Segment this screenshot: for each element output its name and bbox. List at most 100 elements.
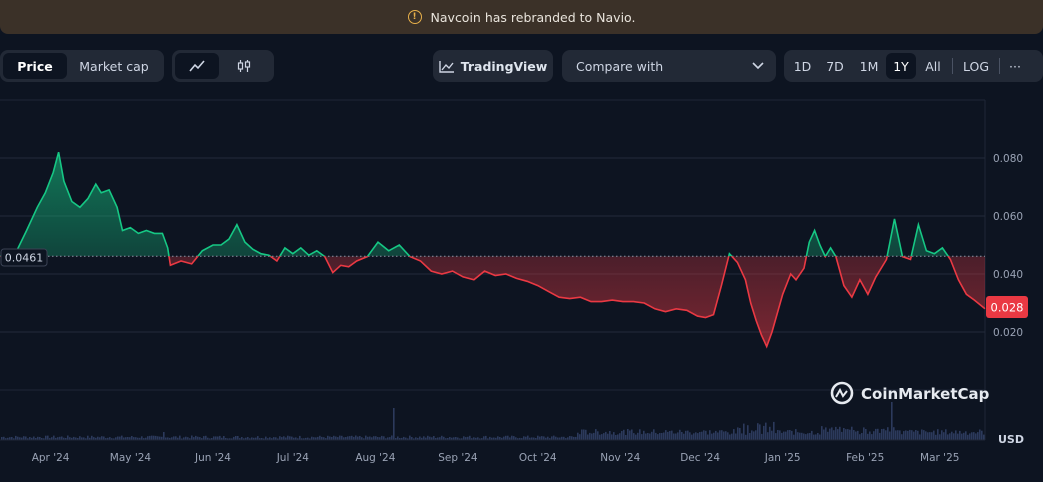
volume-bar xyxy=(179,435,181,440)
volume-bar xyxy=(873,431,875,440)
volume-bar xyxy=(849,429,851,440)
volume-bar xyxy=(807,433,809,440)
volume-bar xyxy=(579,434,581,440)
volume-bar xyxy=(321,436,323,440)
market-cap-tab[interactable]: Market cap xyxy=(79,58,149,74)
volume-bar xyxy=(543,436,545,440)
volume-bar xyxy=(445,438,447,440)
volume-bar xyxy=(943,432,945,440)
volume-bar xyxy=(741,433,743,440)
volume-bar xyxy=(757,423,759,440)
volume-bar xyxy=(917,430,919,440)
volume-bar xyxy=(931,432,933,440)
volume-bar xyxy=(927,432,929,440)
volume-bar xyxy=(879,432,881,440)
volume-bar xyxy=(437,437,439,440)
volume-bar xyxy=(405,437,407,440)
volume-bar xyxy=(323,437,325,440)
volume-bar xyxy=(585,429,587,440)
volume-bar xyxy=(923,430,925,440)
tradingview-button[interactable]: TradingView xyxy=(433,50,553,82)
volume-bar xyxy=(213,436,215,440)
volume-bar xyxy=(23,436,25,440)
volume-bar xyxy=(915,430,917,440)
more-options-button[interactable]: ··· xyxy=(1009,58,1021,74)
volume-bar xyxy=(25,436,27,440)
volume-bar xyxy=(631,429,633,440)
volume-bar xyxy=(241,437,243,440)
volume-bar xyxy=(813,434,815,440)
volume-bar xyxy=(411,437,413,440)
range-all[interactable]: All xyxy=(925,58,941,74)
volume-bar xyxy=(301,438,303,440)
volume-bar xyxy=(9,437,11,440)
volume-bar xyxy=(933,430,935,440)
volume-bar xyxy=(487,438,489,440)
volume-bar xyxy=(113,438,115,440)
volume-bar xyxy=(537,435,539,440)
volume-bar xyxy=(595,429,597,440)
volume-bar xyxy=(137,437,139,440)
volume-bar xyxy=(43,438,45,440)
volume-bar xyxy=(745,434,747,440)
volume-bar xyxy=(455,437,457,440)
range-divider xyxy=(999,58,1000,74)
volume-bar xyxy=(753,431,755,440)
volume-bar xyxy=(605,431,607,440)
volume-bar xyxy=(101,436,103,440)
volume-bar xyxy=(907,430,909,440)
volume-bar xyxy=(27,438,29,440)
volume-bar xyxy=(613,432,615,440)
volume-bar xyxy=(621,431,623,440)
volume-bar xyxy=(913,431,915,440)
volume-bar xyxy=(55,437,57,440)
range-1d[interactable]: 1D xyxy=(793,58,812,74)
chart-type-toggle xyxy=(172,50,274,82)
volume-bar xyxy=(675,433,677,440)
volume-bar xyxy=(361,437,363,440)
volume-bar xyxy=(159,436,161,440)
compare-with-select[interactable]: Compare with xyxy=(562,50,776,82)
volume-bar xyxy=(955,430,957,440)
volume-bar xyxy=(223,436,225,440)
price-tab[interactable]: Price xyxy=(3,53,67,79)
volume-bar xyxy=(381,435,383,440)
volume-bar xyxy=(459,438,461,440)
area-above-baseline xyxy=(0,152,985,257)
volume-bar xyxy=(929,432,931,440)
volume-bar xyxy=(255,437,257,440)
volume-bar xyxy=(515,437,517,440)
volume-bar xyxy=(687,430,689,440)
volume-bar xyxy=(701,431,703,440)
range-1y[interactable]: 1Y xyxy=(886,53,916,79)
volume-bar xyxy=(449,437,451,440)
line-chart-button[interactable] xyxy=(175,53,219,79)
volume-bar xyxy=(945,429,947,440)
volume-bar xyxy=(783,431,785,440)
chevron-down-icon xyxy=(752,62,764,70)
volume-bar xyxy=(577,432,579,440)
volume-bar xyxy=(679,429,681,440)
range-7d[interactable]: 7D xyxy=(826,58,844,74)
volume-bar xyxy=(185,436,187,440)
volume-bar xyxy=(887,427,889,440)
volume-bar xyxy=(851,426,853,440)
volume-bar xyxy=(165,437,167,440)
range-1m[interactable]: 1M xyxy=(859,58,879,74)
volume-bar xyxy=(429,436,431,440)
rebrand-banner: ! Navcoin has rebranded to Navio. xyxy=(0,0,1043,34)
volume-bar xyxy=(83,437,85,440)
volume-bar xyxy=(713,432,715,440)
volume-bar xyxy=(177,437,179,440)
volume-bar xyxy=(717,432,719,440)
volume-bar xyxy=(663,432,665,440)
volume-bar xyxy=(395,438,397,440)
volume-bar xyxy=(829,428,831,440)
volume-bar xyxy=(421,437,423,440)
volume-bar xyxy=(673,433,675,440)
volume-bar xyxy=(497,436,499,440)
candlestick-button[interactable] xyxy=(219,53,269,79)
log-scale-button[interactable]: LOG xyxy=(962,58,990,74)
volume-bar xyxy=(451,437,453,440)
